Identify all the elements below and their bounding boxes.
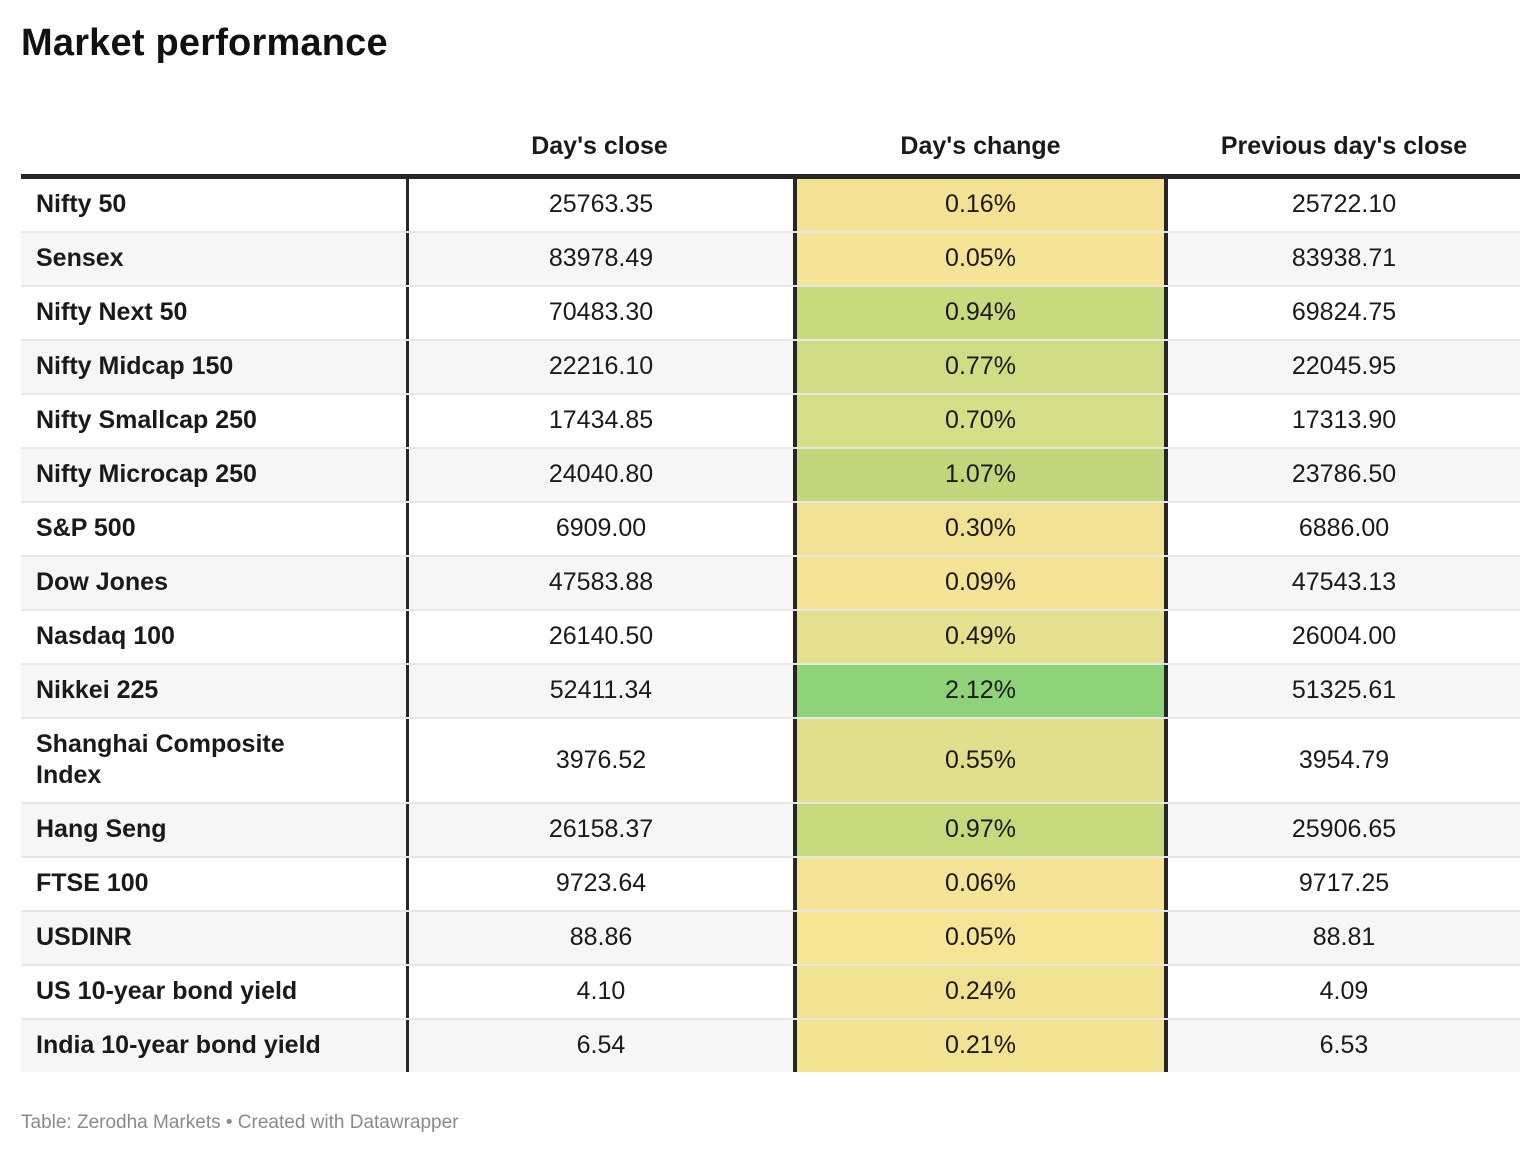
col-header-previous-days-close: Previous day's close: [1220, 132, 1468, 160]
prev-close-value: 25722.10: [1291, 190, 1397, 219]
table-row: Nasdaq 100 26140.50 0.49% 26004.00: [21, 609, 1520, 663]
row-label: Shanghai Composite Index: [36, 730, 285, 790]
market-performance-table: Day's close Day's change Previous day's …: [21, 131, 1520, 1072]
row-label: Nifty Smallcap 250: [36, 406, 257, 435]
table-header-row: Day's close Day's change Previous day's …: [21, 131, 1520, 174]
prev-close-value: 3954.79: [1298, 745, 1390, 774]
prev-close-value: 22045.95: [1291, 352, 1397, 381]
prev-close-value: 17313.90: [1291, 406, 1397, 435]
prev-close-value: 23786.50: [1291, 460, 1397, 489]
col-header-days-change: Day's change: [900, 132, 1061, 160]
table-row: US 10-year bond yield 4.10 0.24% 4.09: [21, 963, 1520, 1018]
days-change-value: 1.07%: [793, 449, 1168, 501]
page-title: Market performance: [21, 22, 388, 64]
row-label: India 10-year bond yield: [36, 1030, 321, 1059]
days-close-value: 26140.50: [406, 611, 793, 663]
prev-close-value: 25906.65: [1291, 814, 1397, 843]
days-close-value: 88.86: [406, 911, 793, 964]
days-close-value: 6909.00: [406, 503, 793, 555]
row-label: Nikkei 225: [36, 676, 159, 705]
prev-close-value: 83938.71: [1291, 244, 1397, 273]
days-close-value: 22216.10: [406, 341, 793, 393]
row-label: Hang Seng: [36, 814, 167, 843]
prev-close-value: 4.09: [1319, 976, 1369, 1005]
prev-close-value: 9717.25: [1298, 868, 1390, 897]
days-change-value: 0.05%: [793, 233, 1168, 285]
row-label: S&P 500: [36, 514, 136, 543]
days-close-value: 17434.85: [406, 395, 793, 447]
days-close-value: 6.54: [406, 1019, 793, 1072]
table-row: Dow Jones 47583.88 0.09% 47543.13: [21, 555, 1520, 609]
table-row: Nifty Midcap 150 22216.10 0.77% 22045.95: [21, 339, 1520, 393]
prev-close-value: 26004.00: [1291, 622, 1397, 651]
prev-close-value: 6886.00: [1298, 514, 1390, 543]
days-close-value: 9723.64: [406, 857, 793, 910]
days-change-value: 0.77%: [793, 341, 1168, 393]
days-change-value: 0.05%: [793, 911, 1168, 964]
days-change-value: 0.16%: [793, 179, 1168, 231]
table-row: Nifty Microcap 250 24040.80 1.07% 23786.50: [21, 447, 1520, 501]
table-row: Nifty Next 50 70483.30 0.94% 69824.75: [21, 285, 1520, 339]
row-label: Nifty Microcap 250: [36, 460, 257, 489]
table-row: USDINR 88.86 0.05% 88.81: [21, 909, 1520, 964]
row-label: Sensex: [36, 244, 124, 273]
prev-close-value: 88.81: [1312, 922, 1376, 951]
days-change-value: 0.70%: [793, 395, 1168, 447]
days-change-value: 0.97%: [793, 803, 1168, 856]
table-row: Nikkei 225 52411.34 2.12% 51325.61: [21, 663, 1520, 717]
table-row: FTSE 100 9723.64 0.06% 9717.25: [21, 855, 1520, 910]
days-change-value: 0.30%: [793, 503, 1168, 555]
days-change-value: 0.24%: [793, 965, 1168, 1018]
prev-close-value: 51325.61: [1291, 676, 1397, 705]
days-change-value: 0.21%: [793, 1019, 1168, 1072]
days-close-value: 26158.37: [406, 803, 793, 856]
days-close-value: 3976.52: [406, 719, 793, 802]
prev-close-value: 6.53: [1319, 1030, 1369, 1059]
row-label: Dow Jones: [36, 568, 168, 597]
days-change-value: 0.55%: [793, 719, 1168, 802]
table-row: Nifty Smallcap 250 17434.85 0.70% 17313.90: [21, 393, 1520, 447]
prev-close-value: 47543.13: [1291, 568, 1397, 597]
table-body: Nifty 50 25763.35 0.16% 25722.10 Sensex 83978…: [21, 174, 1520, 1072]
page: Market performance Day's close Day's cha…: [21, 22, 1520, 1133]
table-row: Shanghai Composite Index 3976.52 0.55% 3954…: [21, 717, 1520, 802]
attribution-footer: Table: Zerodha Markets • Created with Da…: [21, 1111, 459, 1133]
row-label: USDINR: [36, 922, 132, 951]
table-row: S&P 500 6909.00 0.30% 6886.00: [21, 501, 1520, 555]
days-change-value: 0.49%: [793, 611, 1168, 663]
days-close-value: 83978.49: [406, 233, 793, 285]
row-label: Nifty 50: [36, 190, 127, 219]
days-close-value: 25763.35: [406, 179, 793, 231]
prev-close-value: 69824.75: [1291, 298, 1397, 327]
col-header-days-close: Day's close: [531, 132, 668, 160]
days-close-value: 52411.34: [406, 665, 793, 717]
days-close-value: 4.10: [406, 965, 793, 1018]
days-change-value: 0.06%: [793, 857, 1168, 910]
row-label: FTSE 100: [36, 868, 149, 897]
table-row: Hang Seng 26158.37 0.97% 25906.65: [21, 801, 1520, 856]
days-close-value: 47583.88: [406, 557, 793, 609]
days-close-value: 24040.80: [406, 449, 793, 501]
days-change-value: 0.94%: [793, 287, 1168, 339]
table-row: India 10-year bond yield 6.54 0.21% 6.53: [21, 1017, 1520, 1072]
days-close-value: 70483.30: [406, 287, 793, 339]
days-change-value: 0.09%: [793, 557, 1168, 609]
row-label: Nasdaq 100: [36, 622, 175, 651]
table-row: Sensex 83978.49 0.05% 83938.71: [21, 231, 1520, 285]
row-label: US 10-year bond yield: [36, 976, 298, 1005]
days-change-value: 2.12%: [793, 665, 1168, 717]
table-row: Nifty 50 25763.35 0.16% 25722.10: [21, 179, 1520, 231]
row-label: Nifty Next 50: [36, 298, 188, 327]
row-label: Nifty Midcap 150: [36, 352, 234, 381]
